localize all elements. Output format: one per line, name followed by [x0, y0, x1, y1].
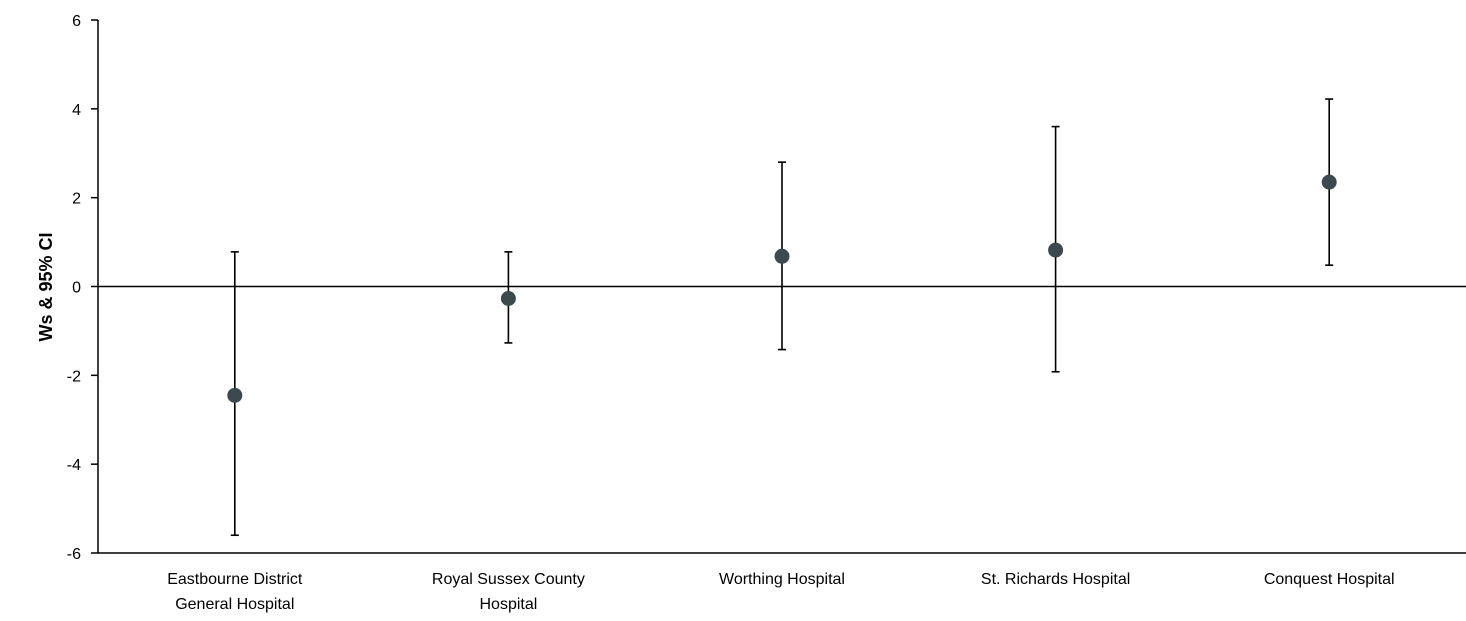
category-label: Worthing Hospital [719, 571, 845, 588]
category-label: St. Richards Hospital [981, 571, 1130, 588]
category-label: General Hospital [175, 596, 294, 613]
category-label: Hospital [479, 596, 537, 613]
category-label: Royal Sussex County [432, 571, 585, 588]
data-point [500, 290, 516, 306]
data-point [1321, 174, 1337, 190]
data-point [227, 387, 243, 403]
y-tick-label: -2 [67, 368, 81, 385]
error-bars [230, 98, 1334, 537]
y-tick-label: 6 [72, 13, 81, 30]
category-labels: Eastbourne District General Hospital Royal… [167, 571, 1394, 613]
data-point [1048, 242, 1064, 258]
category-label: Conquest Hospital [1264, 571, 1395, 588]
y-axis: 6 4 2 0 -2 -4 -6 [67, 13, 1466, 563]
category-label: Eastbourne District [167, 571, 303, 588]
y-tick-label: 0 [72, 280, 81, 297]
y-tick-label: 4 [72, 102, 81, 119]
y-tick-label: 2 [72, 191, 81, 208]
y-tick-label: -6 [67, 546, 81, 563]
data-point [774, 248, 790, 264]
data-points [227, 174, 1337, 403]
y-tick-label: -4 [67, 457, 81, 474]
y-axis-title: Ws & 95% CI [36, 232, 56, 341]
